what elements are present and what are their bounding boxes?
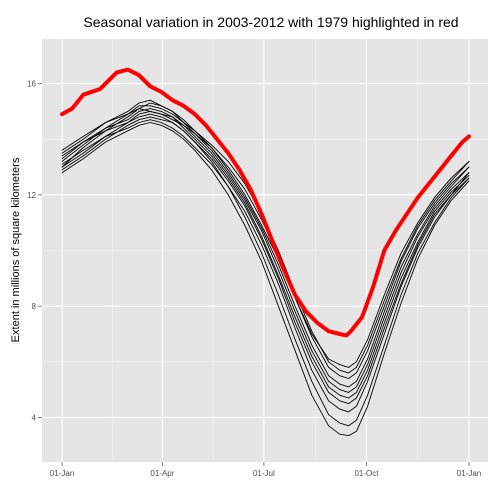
x-tick-label: 01-Jan [50,469,74,478]
series-line [61,110,470,393]
series-line [61,113,470,427]
series-line [61,102,470,368]
chart-title: Seasonal variation in 2003-2012 with 197… [83,14,458,30]
x-tick-label: 01-Jan [457,469,481,478]
x-tick-label: 01-Apr [150,469,174,478]
x-tick-label: 01-Oct [354,469,379,478]
series-layer [60,67,471,437]
y-axis-title: Extent in millions of square kilometers [10,157,22,342]
series-line [61,122,470,437]
series-line [61,119,470,413]
y-axis-ticks: 4 8 12 16 [27,80,42,422]
series-line [61,116,470,405]
series-line [61,99,470,388]
highlighted-series-line [60,67,471,338]
y-tick-label: 8 [32,302,37,311]
x-axis-ticks: 01-Jan 01-Apr 01-Jul 01-Oct 01-Jan [50,462,481,478]
x-tick-label: 01-Jul [253,469,275,478]
y-tick-label: 12 [27,191,36,200]
y-tick-label: 16 [27,80,36,89]
y-tick-label: 4 [32,413,37,422]
series-line [61,108,470,399]
